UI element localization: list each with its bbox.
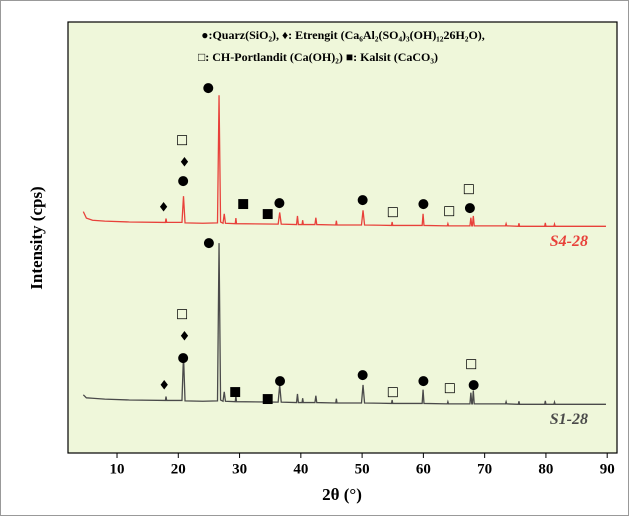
phase-marker: ● <box>178 351 189 366</box>
x-tick-label: 20 <box>171 461 186 477</box>
phase-marker: □ <box>443 204 455 219</box>
series-label: S1-28 <box>550 411 588 428</box>
phase-marker: ♦ <box>158 201 170 216</box>
phase-marker: ● <box>464 201 475 216</box>
phase-marker: ♦ <box>179 330 191 345</box>
phase-marker: □ <box>387 205 399 220</box>
phase-marker: ● <box>357 367 368 382</box>
phase-marker: □ <box>176 306 188 321</box>
phase-marker: ■ <box>229 384 241 399</box>
x-tick-label: 40 <box>293 461 308 477</box>
plot-area <box>67 21 618 454</box>
phase-marker: ● <box>274 196 285 211</box>
phase-marker: ● <box>274 374 285 389</box>
series-label: S4-28 <box>550 233 588 250</box>
phase-marker: ♦ <box>158 379 170 394</box>
series-line <box>82 243 606 405</box>
legend-line: □: CH-Portlandit (Ca(OH)₂) ■: Kalsit (Ca… <box>198 50 438 64</box>
x-axis-label: 2θ (°) <box>322 485 362 504</box>
phase-marker: ■ <box>262 392 274 407</box>
x-tick-label: 70 <box>477 461 492 477</box>
series-line <box>82 95 606 227</box>
x-tick-label: 30 <box>232 461 247 477</box>
x-tick-label: 60 <box>416 461 431 477</box>
x-tick-label: 90 <box>600 461 615 477</box>
phase-marker: ● <box>203 80 214 95</box>
legend-line: ●:Quarz(SiO₂), ♦: Etrengit (Ca₆Al₂(SO₄)₃… <box>201 28 485 42</box>
phase-marker: ■ <box>262 206 274 221</box>
phase-marker: ● <box>418 196 429 211</box>
x-tick-label: 50 <box>355 461 370 477</box>
phase-marker: □ <box>444 380 456 395</box>
phase-marker: ● <box>357 193 368 208</box>
x-tick-label: 80 <box>538 461 553 477</box>
y-axis-label: Intensity (cps) <box>27 186 46 289</box>
phase-marker: ● <box>468 377 479 392</box>
x-tick-label: 10 <box>110 461 125 477</box>
phase-marker: ■ <box>237 196 249 211</box>
phase-marker: ♦ <box>179 155 191 170</box>
phase-marker: ● <box>203 236 214 251</box>
phase-marker: ● <box>418 374 429 389</box>
phase-marker: □ <box>387 384 399 399</box>
phase-marker: □ <box>176 133 188 148</box>
phase-marker: □ <box>463 181 475 196</box>
phase-marker: □ <box>465 357 477 372</box>
phase-marker: ● <box>178 174 189 189</box>
